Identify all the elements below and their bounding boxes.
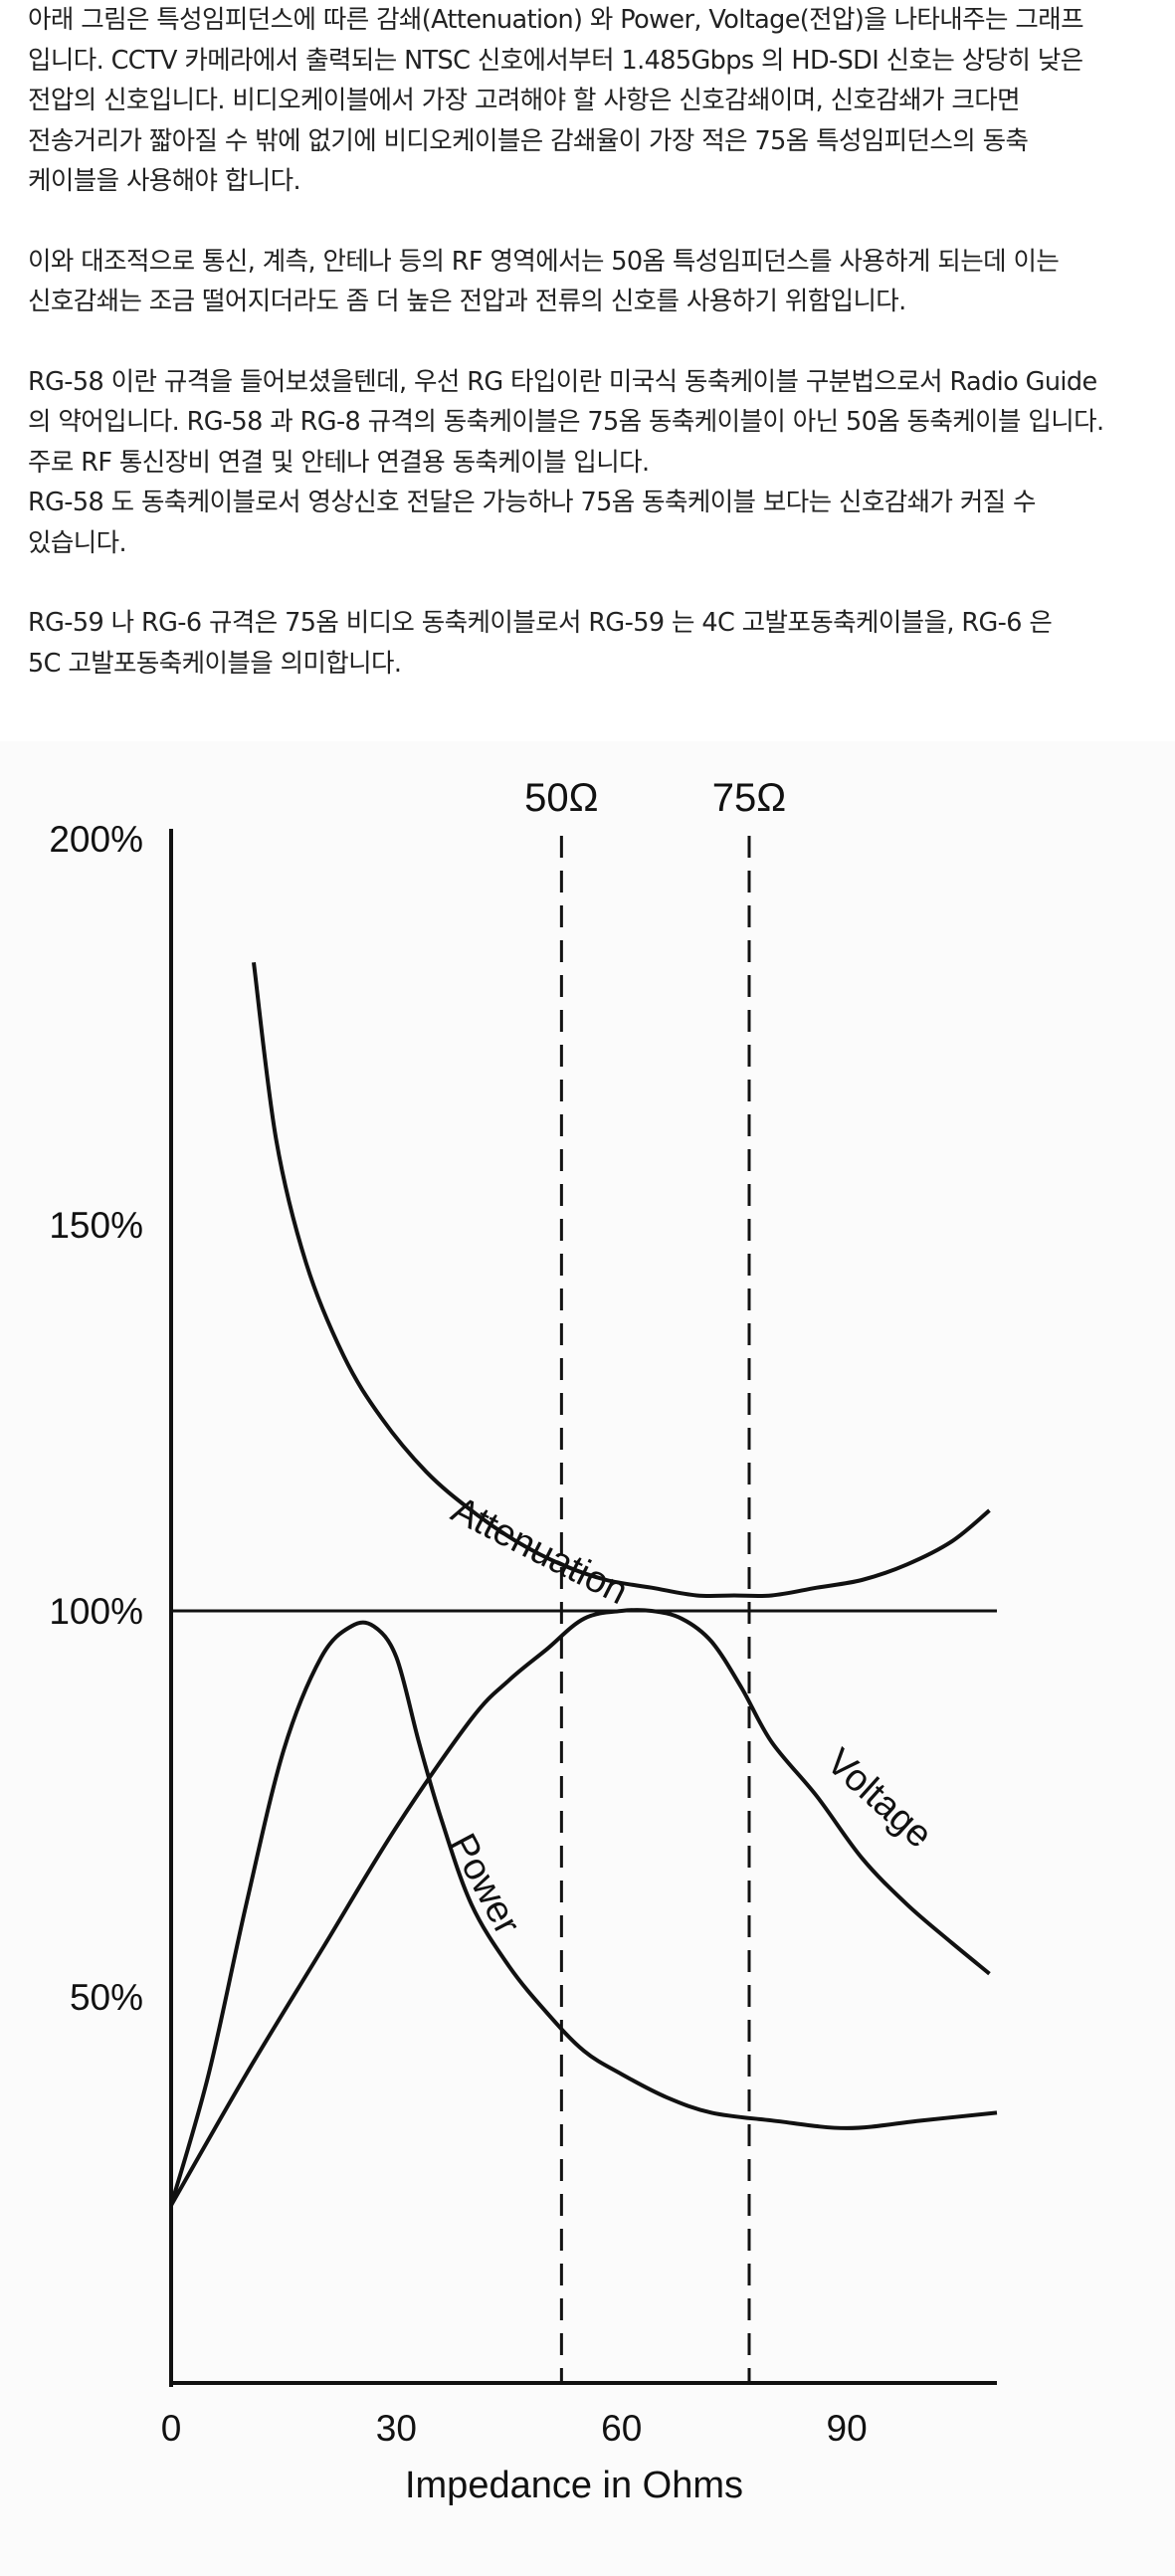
paragraph-line: 전송거리가 짧아질 수 밖에 없기에 비디오케이블은 감쇄율이 가장 적은 75… (28, 125, 1029, 156)
paragraph: 아래 그림은 특성임피던스에 따른 감쇄(Attenuation) 와 Powe… (28, 0, 1157, 202)
y-tick-label: 200% (49, 819, 143, 860)
x-tick-label: 0 (161, 2408, 182, 2449)
paragraph-line: 있습니다. (28, 527, 127, 558)
y-tick-label: 50% (70, 1977, 143, 2018)
reference-line-label: 75Ω (712, 776, 786, 820)
paragraph-line: 입니다. CCTV 카메라에서 출력되는 NTSC 신호에서부터 1.485Gb… (28, 45, 1083, 76)
reference-line-label: 50Ω (524, 776, 598, 820)
paragraph-line: 케이블을 사용해야 합니다. (28, 166, 301, 196)
paragraph: RG-59 나 RG-6 규격은 75옴 비디오 동축케이블로서 RG-59 는… (28, 603, 1157, 684)
paragraph-line: 5C 고발포동축케이블을 의미합니다. (28, 648, 402, 679)
y-tick-label: 100% (49, 1591, 143, 1632)
x-tick-label: 90 (827, 2408, 868, 2449)
paragraph-line: RG-59 나 RG-6 규격은 75옴 비디오 동축케이블로서 RG-59 는… (28, 608, 1053, 638)
paragraph-line: 신호감쇄는 조금 떨어지더라도 좀 더 높은 전압과 전류의 신호를 사용하기 … (28, 287, 906, 316)
paragraph-line: 전압의 신호입니다. 비디오케이블에서 가장 고려해야 할 사항은 신호감쇄이며… (28, 86, 1021, 115)
impedance-figure: 200% 150% 100% 50% 0 30 60 90 Impedance in Ohms 5… (0, 741, 1175, 2576)
series-line-attenuation (252, 961, 991, 1599)
y-tick-label: 150% (49, 1205, 143, 1246)
paragraph: 이와 대조적으로 통신, 계측, 안테나 등의 RF 영역에서는 50옴 특성임… (28, 242, 1157, 322)
series-line-power (169, 1620, 998, 2207)
article-paragraphs: 아래 그림은 특성임피던스에 따른 감쇄(Attenuation) 와 Powe… (28, 0, 1157, 684)
paragraph-line: RG-58 도 동축케이블로서 영상신호 전달은 가능하나 75옴 동축케이블 … (28, 488, 1037, 517)
x-tick-label: 30 (376, 2408, 417, 2449)
paragraph-line: 아래 그림은 특성임피던스에 따른 감쇄(Attenuation) 와 Powe… (28, 5, 1084, 35)
paragraph-line: 이와 대조적으로 통신, 계측, 안테나 등의 RF 영역에서는 50옴 특성임… (28, 246, 1060, 277)
series-label-attenuation: Attenuation (445, 1488, 634, 1613)
x-tick-label: 60 (601, 2408, 642, 2449)
article-text: 아래 그림은 특성임피던스에 따른 감쇄(Attenuation) 와 Powe… (28, 0, 1157, 723)
paragraph: RG-58 이란 규격을 들어보셨을텐데, 우선 RG 타입이란 미국식 동축케… (28, 362, 1157, 564)
paragraph-line: 의 약어입니다. RG-58 과 RG-8 규격의 동축케이블은 75옴 동축케… (28, 407, 1104, 437)
series-line-voltage (169, 1608, 991, 2207)
paragraph-line: 주로 RF 통신장비 연결 및 안테나 연결용 동축케이블 입니다. (28, 447, 650, 478)
series-label-voltage: Voltage (818, 1741, 939, 1857)
x-axis-label: Impedance in Ohms (405, 2465, 743, 2506)
impedance-chart: 200% 150% 100% 50% 0 30 60 90 Impedance in Ohms 5… (49, 776, 998, 2506)
paragraph-line: RG-58 이란 규격을 들어보셨을텐데, 우선 RG 타입이란 미국식 동축케… (28, 366, 1097, 397)
series-label-power: Power (441, 1827, 528, 1941)
